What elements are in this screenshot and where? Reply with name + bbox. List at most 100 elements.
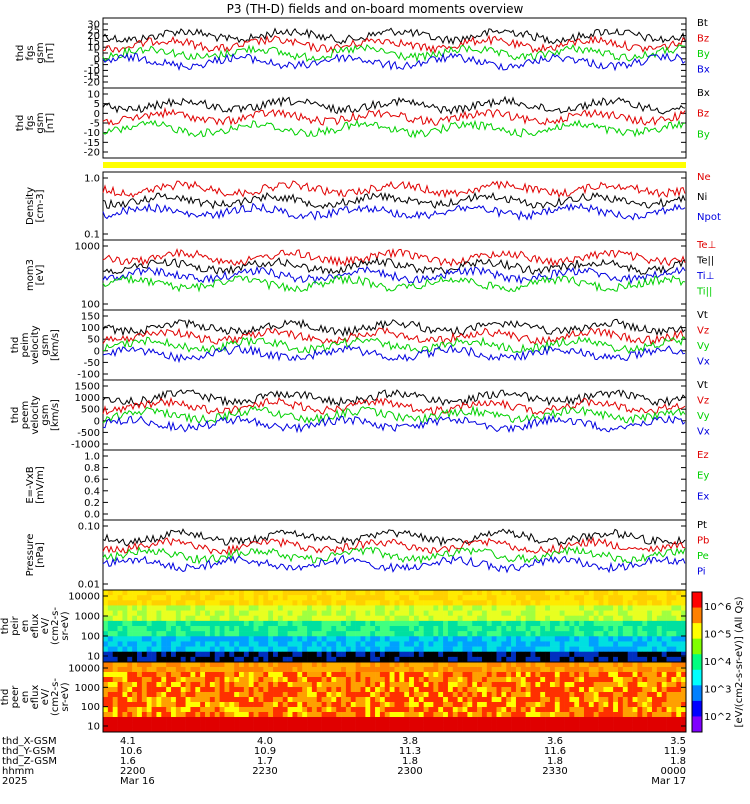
legend-entry: Vt [697, 310, 708, 321]
series-Te|| [102, 256, 686, 276]
x-tick-label: 1.6 [120, 756, 136, 767]
x-tick-label: 1.8 [547, 756, 563, 767]
panel-frame [102, 17, 687, 89]
y-axis-label: thdpeirenefluxeV/(cm2-s-sr-eV) [0, 607, 71, 645]
panel-efield: 1.00.80.60.40.20.0 E=-VxB[mV/m] Ez Ey Ex [25, 449, 709, 521]
x-tick-label: Mar 16 [120, 776, 155, 787]
legend-entry: Bz [697, 109, 709, 120]
panel-pressure: 0.10 0.01 Pressure[nPa] Pt Pb Pe Pi [25, 519, 709, 591]
y-tick-label: -500 [77, 428, 100, 439]
series-Vx [102, 414, 686, 434]
series-Npot [102, 202, 686, 221]
x-row-name: 2025 [2, 776, 27, 787]
y-tick-label: -15 [84, 138, 100, 149]
y-tick-label: 0.10 [78, 522, 100, 533]
series-Pt [102, 528, 686, 548]
legend-entry: Vx [697, 357, 710, 368]
y-tick-label: 0.0 [84, 510, 100, 521]
y-axis-label: thdfgsgsm[nT] [15, 42, 56, 63]
panel-frame [102, 449, 687, 521]
legend-entry: Bx [697, 88, 710, 99]
y-tick-label: 10 [87, 90, 100, 101]
y-tick-label: 100 [81, 702, 100, 713]
y-tick-label: 0.01 [78, 580, 100, 591]
legend-entry: Te⊥ [696, 240, 716, 251]
legend-entry: Npot [697, 212, 721, 223]
y-tick-label: 15 [87, 37, 100, 48]
legend-entry: Vy [697, 341, 710, 352]
series-Pe [102, 545, 686, 565]
x-tick-label: 2230 [252, 766, 277, 777]
y-tick-label: 1000 [75, 242, 100, 253]
series-Vy [102, 405, 686, 425]
y-tick-label: 10 [87, 722, 100, 733]
y-tick-label: 10000 [68, 592, 100, 603]
y-tick-label: 5 [94, 49, 100, 60]
chart-title: P3 (TH-D) fields and on-board moments ov… [227, 2, 524, 16]
series-Ti⊥ [102, 265, 686, 285]
legend-entry: Vy [697, 411, 710, 422]
panel-peer-spec: 10000 1000 100 10 thdpeerenefluxeV/(cm2-s-sr… [0, 661, 687, 733]
x-tick-label: 2200 [120, 766, 145, 777]
legend-entry: Ne [697, 172, 711, 183]
y-axis-label: Pressure[nPa] [25, 534, 46, 577]
y-tick-label: 100 [81, 632, 100, 643]
y-tick-label: 0 [94, 346, 100, 357]
series-Bx [102, 95, 686, 116]
y-tick-label: 0 [94, 54, 100, 65]
series-Bz [102, 34, 686, 54]
y-tick-label: -50 [84, 358, 100, 369]
legend-entry: Bx [697, 65, 710, 76]
y-axis-label: thdpeerenefluxeV/(cm2-s-sr-eV) [0, 678, 71, 716]
series-By [102, 119, 686, 139]
colorbar-tick: 10^2 [704, 712, 731, 723]
x-tick-label: 1.8 [402, 756, 418, 767]
y-tick-label: 0.8 [84, 463, 100, 474]
y-tick-label: -10 [84, 66, 100, 77]
series-Vy [102, 335, 686, 355]
y-tick-label: -5 [90, 60, 100, 71]
colorbar: 10^6 10^5 10^4 10^3 10^2 [eV/(cm2-s-sr-eV)] (… [691, 591, 745, 733]
series-Vt [102, 389, 686, 407]
panel-peir-spec: 10000 1000 100 10 thdpeirenefluxeV/(cm2-s-sr… [0, 589, 687, 663]
y-tick-label: 1.0 [84, 174, 100, 185]
y-tick-label: 150 [81, 312, 100, 323]
legend-entry: Ti⊥ [696, 271, 714, 282]
x-tick-label: 3.8 [402, 736, 418, 747]
x-tick-label: 4.1 [120, 736, 136, 747]
panel-frame [102, 87, 687, 159]
panel-frame [102, 661, 687, 733]
legend-entry: Ti|| [696, 287, 712, 298]
series-Vx [102, 344, 686, 364]
y-tick-label: 0 [94, 109, 100, 120]
x-tick-label: 2300 [397, 766, 422, 777]
x-row-name: thd_Y-GSM [2, 746, 55, 757]
x-tick-label: 11.6 [544, 746, 566, 757]
series-Pi [102, 554, 686, 574]
series-Bt [102, 27, 686, 46]
y-tick-label: 5 [94, 99, 100, 110]
panel-temperature: 1000 100 mom3[eV] Te⊥ Te|| Ti⊥ Ti|| [25, 239, 716, 311]
legend-entry: Te|| [696, 256, 714, 267]
panel-frame [102, 171, 687, 241]
y-tick-label: -1000 [71, 440, 100, 451]
legend-entry: Pe [697, 551, 709, 562]
x-tick-label: 4.0 [257, 736, 273, 747]
y-tick-label: 0.2 [84, 498, 100, 509]
legend-entry: Bt [697, 18, 708, 29]
series-Vz [102, 327, 686, 346]
x-row-name: hhmm [2, 766, 34, 777]
series-Vt [102, 318, 686, 337]
x-row-name: thd_X-GSM [2, 736, 57, 747]
legend-entry: Ey [697, 471, 709, 482]
series-Ti|| [102, 274, 686, 293]
panel-density: 1.0 0.1 Density[cm-3] Ne Ni Npot [25, 171, 721, 241]
legend-entry: Vz [697, 396, 709, 407]
series-Ni [102, 191, 686, 210]
x-tick-label: 1.7 [257, 756, 273, 767]
y-tick-label: -20 [84, 148, 100, 159]
